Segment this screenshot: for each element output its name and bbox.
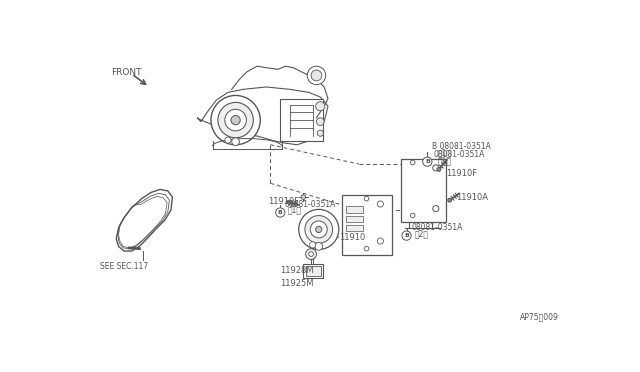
Polygon shape — [197, 87, 328, 145]
Text: （2）: （2） — [414, 230, 428, 238]
Circle shape — [402, 231, 411, 240]
Circle shape — [299, 209, 339, 250]
Circle shape — [437, 167, 441, 171]
Circle shape — [310, 242, 316, 248]
Bar — [280, 99, 323, 141]
Circle shape — [316, 118, 324, 125]
Text: 11910F: 11910F — [268, 197, 299, 206]
Bar — [303, 264, 323, 278]
Polygon shape — [116, 189, 172, 251]
Circle shape — [410, 160, 415, 165]
Circle shape — [276, 208, 285, 217]
Text: 08081-0351A: 08081-0351A — [284, 200, 335, 209]
Circle shape — [448, 198, 452, 202]
Text: 11925M: 11925M — [280, 279, 314, 289]
Text: 11910F: 11910F — [447, 170, 477, 179]
Circle shape — [211, 96, 260, 145]
Circle shape — [310, 221, 327, 238]
Circle shape — [311, 70, 322, 81]
Circle shape — [231, 115, 240, 125]
Circle shape — [378, 238, 383, 244]
Bar — [346, 225, 363, 231]
Circle shape — [364, 196, 369, 201]
Text: B: B — [278, 210, 283, 215]
Circle shape — [317, 130, 323, 136]
Circle shape — [433, 165, 439, 171]
Bar — [346, 206, 363, 212]
Text: FRONT: FRONT — [111, 68, 141, 77]
Text: B: B — [404, 233, 409, 238]
Text: SEE SEC.117: SEE SEC.117 — [100, 262, 148, 271]
Text: B: B — [425, 159, 430, 164]
Circle shape — [306, 249, 316, 260]
Text: （1）: （1） — [437, 148, 451, 157]
Circle shape — [364, 246, 369, 251]
Text: （1）: （1） — [287, 206, 301, 215]
Circle shape — [307, 66, 326, 85]
Circle shape — [422, 157, 432, 166]
Bar — [342, 195, 392, 255]
Circle shape — [378, 201, 383, 207]
Bar — [401, 158, 446, 222]
Circle shape — [218, 102, 253, 138]
Text: 08081-0351A: 08081-0351A — [433, 150, 485, 159]
Circle shape — [410, 213, 415, 218]
Circle shape — [315, 243, 323, 250]
Circle shape — [305, 216, 333, 243]
Bar — [306, 266, 321, 276]
Text: B 08081-0351A: B 08081-0351A — [432, 142, 491, 151]
Circle shape — [225, 109, 246, 131]
Circle shape — [301, 195, 306, 199]
Text: AP75）009: AP75）009 — [520, 313, 559, 322]
Circle shape — [316, 102, 325, 111]
Text: 08081-0351A: 08081-0351A — [411, 224, 463, 232]
Circle shape — [433, 206, 439, 212]
Bar — [346, 216, 363, 222]
Circle shape — [287, 201, 291, 205]
Text: 11928M: 11928M — [280, 266, 314, 275]
Circle shape — [316, 226, 322, 232]
Text: 11910: 11910 — [340, 232, 366, 242]
Circle shape — [225, 137, 231, 143]
Circle shape — [308, 252, 314, 256]
Circle shape — [232, 138, 239, 145]
Text: （1）: （1） — [437, 156, 451, 166]
Text: 11910A: 11910A — [456, 193, 488, 202]
